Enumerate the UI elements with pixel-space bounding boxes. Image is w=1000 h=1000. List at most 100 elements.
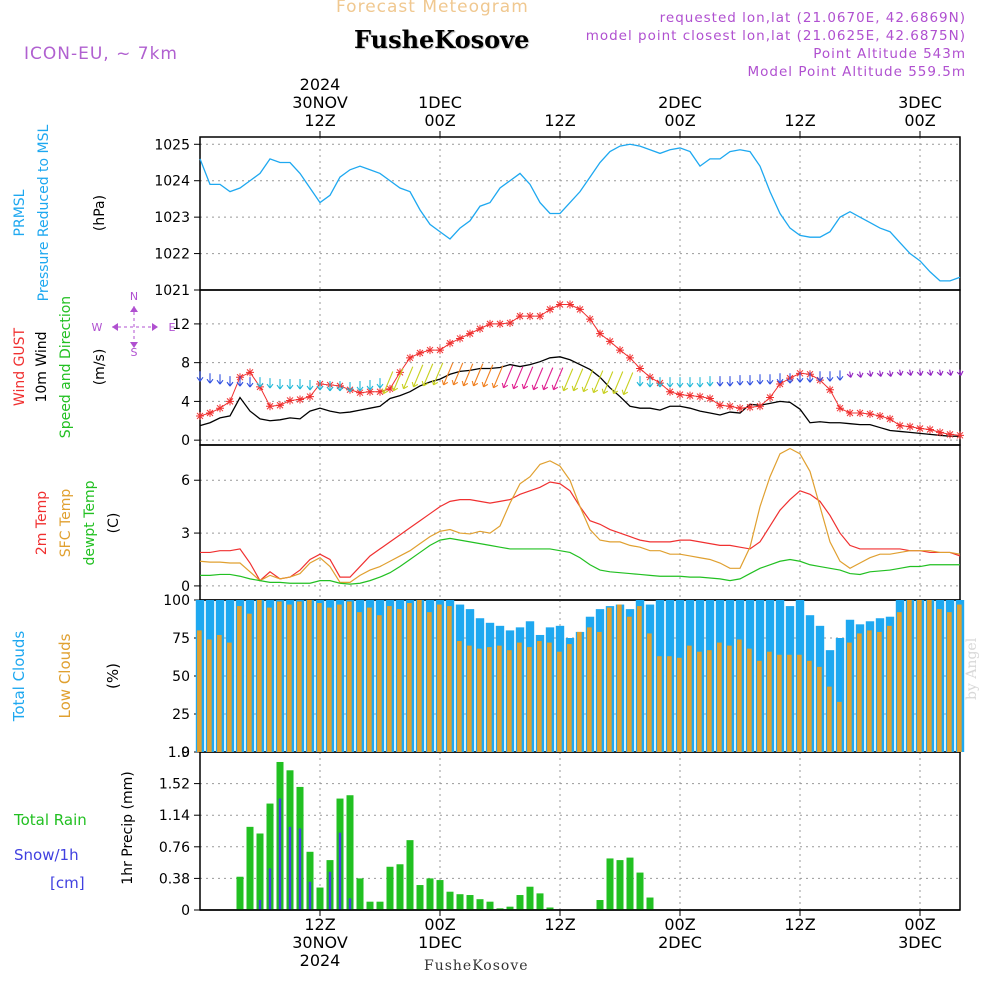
bar-low-clouds [257, 600, 262, 752]
wind-direction-arrow [716, 376, 724, 387]
gust-marker [396, 368, 404, 377]
wind-direction-arrow [356, 380, 364, 392]
wind-direction-arrow [471, 363, 484, 387]
gust-marker [266, 402, 274, 411]
gust-marker [756, 402, 764, 411]
bar-low-clouds [447, 606, 452, 752]
bar-low-clouds [617, 604, 622, 752]
bar-low-clouds [907, 600, 912, 752]
y-tick-label: 25 [172, 707, 190, 723]
bar-total-rain [506, 906, 514, 910]
bar-snow [298, 828, 302, 910]
wind-direction-arrow [756, 374, 764, 385]
wind-direction-arrow [266, 378, 274, 389]
bar-low-clouds [677, 657, 682, 752]
wind-label: Wind GUST [12, 327, 28, 406]
bar-low-clouds [727, 645, 732, 752]
gust-marker [586, 315, 594, 324]
bar-total-rain [266, 803, 274, 910]
time-label-top: 12Z [544, 111, 575, 130]
wind-direction-arrow [346, 381, 354, 393]
chart-title: Forecast Meteogram [336, 0, 529, 17]
y-tick-label: 0.38 [159, 871, 190, 887]
gust-marker [246, 368, 254, 377]
wind-direction-arrow [511, 366, 524, 390]
bar-total-rain [546, 907, 554, 910]
panel-wind: 0 4 8 12 [172, 289, 961, 449]
bar-low-clouds [687, 645, 692, 752]
time-label-bottom: 30NOV [292, 933, 348, 952]
gust-marker [476, 324, 484, 333]
gust-marker [866, 410, 874, 418]
precip-snow-label: Snow/1h [14, 846, 79, 864]
bar-low-clouds [807, 660, 812, 752]
closest-model-point: model point closest lon,lat (21.0625E, 4… [585, 28, 966, 44]
bar-total-rain [606, 858, 614, 910]
wind-direction-arrow [381, 371, 394, 395]
compass-cross [112, 306, 158, 348]
wind-direction-arrow [706, 376, 714, 387]
wind-direction-arrow [306, 380, 314, 391]
wind-direction-arrow [491, 365, 504, 389]
bar-low-clouds [757, 660, 762, 752]
bar-total-rain [596, 900, 604, 910]
gust-marker [426, 346, 434, 355]
bar-low-clouds [607, 607, 612, 752]
gust-marker [386, 384, 394, 393]
wind-direction-arrow [876, 370, 884, 377]
series-prmsl [199, 143, 961, 282]
wind-direction-arrow [816, 371, 824, 382]
y-tick-label: 1.14 [159, 808, 190, 824]
wind-direction-arrow [481, 364, 494, 388]
gust-marker [876, 411, 884, 420]
gust-marker [696, 392, 704, 401]
bar-low-clouds [227, 642, 232, 752]
temperature-label: dewpt Temp [82, 480, 98, 565]
wind-direction-arrow [676, 377, 684, 388]
wind-label: (m/s) [92, 349, 108, 386]
bar-low-clouds [857, 633, 862, 752]
wind-direction-arrow [866, 370, 874, 377]
bar-low-clouds [707, 650, 712, 752]
wind-direction-arrow [451, 362, 464, 386]
bar-low-clouds [667, 656, 672, 752]
gust-marker [576, 305, 584, 314]
bar-total-rain [456, 894, 464, 910]
gust-marker [726, 402, 734, 411]
temperature-label: 2m Temp [34, 491, 50, 555]
bar-low-clouds [847, 642, 852, 752]
time-label-bottom: 2024 [300, 951, 341, 970]
gust-marker [936, 428, 944, 437]
time-label-top: 3DEC [898, 93, 942, 112]
bar-snow [328, 871, 332, 910]
gust-marker [486, 319, 494, 328]
bar-total-rain [616, 860, 624, 910]
bar-total-rain [396, 864, 404, 910]
gust-marker [706, 394, 714, 403]
wind-direction-arrow [591, 370, 604, 394]
y-tick-label: 50 [172, 669, 190, 685]
compass-n: N [130, 290, 138, 303]
wind-direction-arrow [856, 371, 864, 378]
time-label-bottom: 00Z [664, 915, 695, 934]
gust-marker [206, 409, 214, 418]
bar-low-clouds [637, 606, 642, 752]
bar-low-clouds [587, 627, 592, 752]
bar-snow [278, 798, 282, 910]
wind-direction-arrow [391, 368, 404, 392]
bar-low-clouds [557, 651, 562, 752]
bar-low-clouds [567, 644, 572, 752]
compass-w: W [92, 321, 103, 334]
gust-marker [946, 430, 954, 439]
compass-e: E [169, 321, 176, 334]
gust-marker [456, 334, 464, 343]
bar-total-rain [626, 857, 634, 910]
bar-low-clouds [787, 654, 792, 752]
wind-direction-arrow [376, 378, 384, 389]
wind-direction-arrow [521, 366, 534, 390]
gust-marker [906, 422, 914, 431]
gust-marker [926, 425, 934, 434]
wind-direction-arrow [541, 367, 554, 391]
bar-low-clouds [917, 600, 922, 752]
